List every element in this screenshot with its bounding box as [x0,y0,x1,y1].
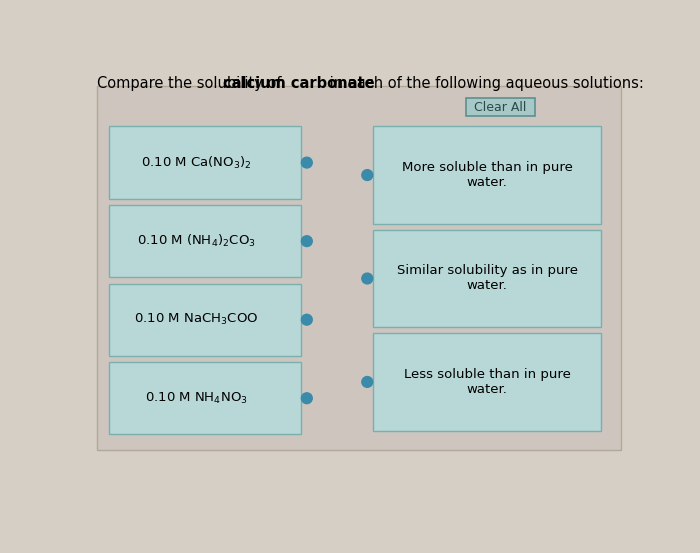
Text: Clear All: Clear All [475,101,527,114]
FancyBboxPatch shape [109,284,302,356]
Circle shape [362,170,372,180]
FancyBboxPatch shape [109,127,302,199]
Text: More soluble than in pure
water.: More soluble than in pure water. [402,161,573,189]
FancyBboxPatch shape [109,205,302,278]
Circle shape [362,273,372,284]
FancyBboxPatch shape [466,98,536,117]
Circle shape [302,393,312,404]
FancyBboxPatch shape [97,86,621,450]
Circle shape [302,314,312,325]
Text: 0.10 M Ca(NO$_3$)$_2$: 0.10 M Ca(NO$_3$)$_2$ [141,154,251,171]
Text: in each of the following aqueous solutions:: in each of the following aqueous solutio… [325,76,643,91]
Text: Less soluble than in pure
water.: Less soluble than in pure water. [404,368,570,396]
FancyBboxPatch shape [372,333,601,431]
FancyBboxPatch shape [109,362,302,435]
Text: Similar solubility as in pure
water.: Similar solubility as in pure water. [396,264,578,293]
Text: 0.10 M (NH$_4$)$_2$CO$_3$: 0.10 M (NH$_4$)$_2$CO$_3$ [136,233,256,249]
Text: calcium carbonate: calcium carbonate [223,76,374,91]
Text: 0.10 M NaCH$_3$COO: 0.10 M NaCH$_3$COO [134,312,258,327]
Circle shape [302,157,312,168]
FancyBboxPatch shape [372,230,601,327]
FancyBboxPatch shape [372,127,601,224]
Circle shape [362,377,372,387]
Circle shape [302,236,312,247]
Text: 0.10 M NH$_4$NO$_3$: 0.10 M NH$_4$NO$_3$ [145,390,247,406]
Text: Compare the solubility of: Compare the solubility of [97,76,286,91]
